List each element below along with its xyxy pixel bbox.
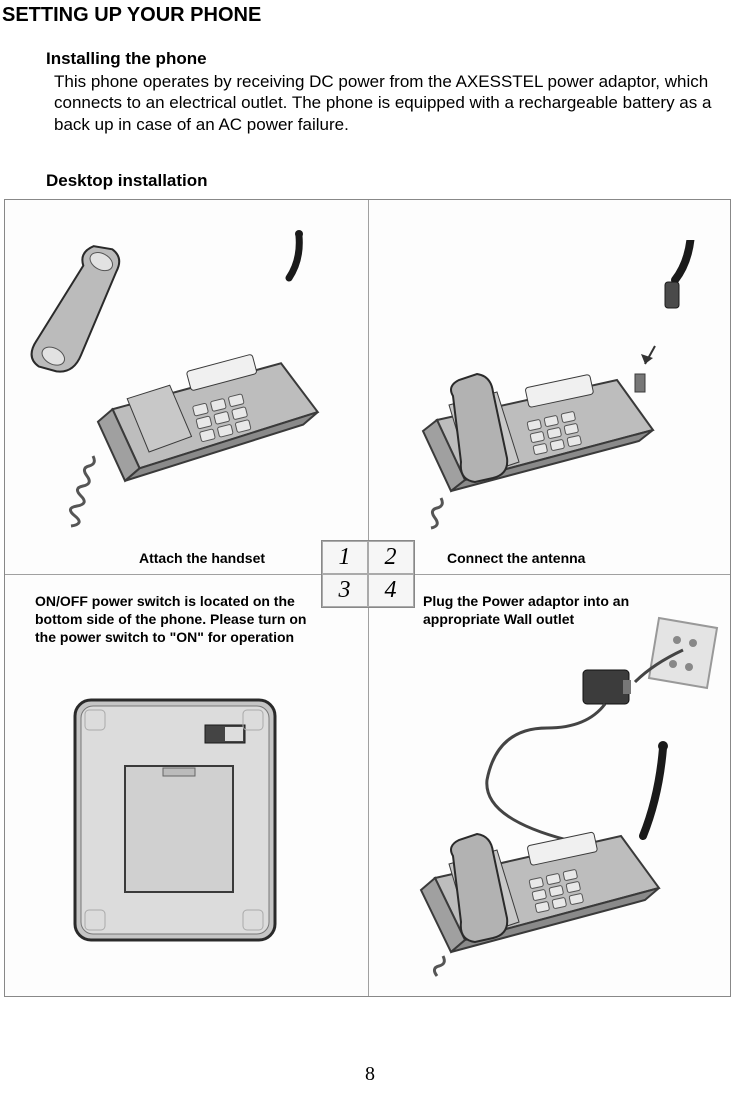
caption-q1: Attach the handset bbox=[139, 550, 265, 566]
caption-q3: ON/OFF power switch is located on the bo… bbox=[35, 592, 310, 647]
phone-q4-illustration bbox=[387, 608, 727, 988]
phone-q3-illustration bbox=[55, 680, 305, 970]
installation-diagram: 1 2 3 4 Attach the handset Connect the a… bbox=[4, 199, 731, 997]
installing-body: This phone operates by receiving DC powe… bbox=[0, 69, 740, 135]
phone-q1-illustration bbox=[23, 220, 323, 540]
page-number: 8 bbox=[0, 1063, 740, 1086]
caption-q4: Plug the Power adaptor into an appropria… bbox=[423, 592, 663, 628]
page-title: SETTING UP YOUR PHONE bbox=[0, 0, 740, 27]
step-4: 4 bbox=[368, 574, 414, 607]
step-2: 2 bbox=[368, 541, 414, 574]
installing-heading: Installing the phone bbox=[0, 27, 740, 69]
desktop-heading: Desktop installation bbox=[0, 135, 740, 199]
step-number-grid: 1 2 3 4 bbox=[321, 540, 415, 608]
caption-q2: Connect the antenna bbox=[447, 550, 585, 566]
step-3: 3 bbox=[322, 574, 368, 607]
step-1: 1 bbox=[322, 541, 368, 574]
phone-q2-illustration bbox=[397, 240, 719, 540]
